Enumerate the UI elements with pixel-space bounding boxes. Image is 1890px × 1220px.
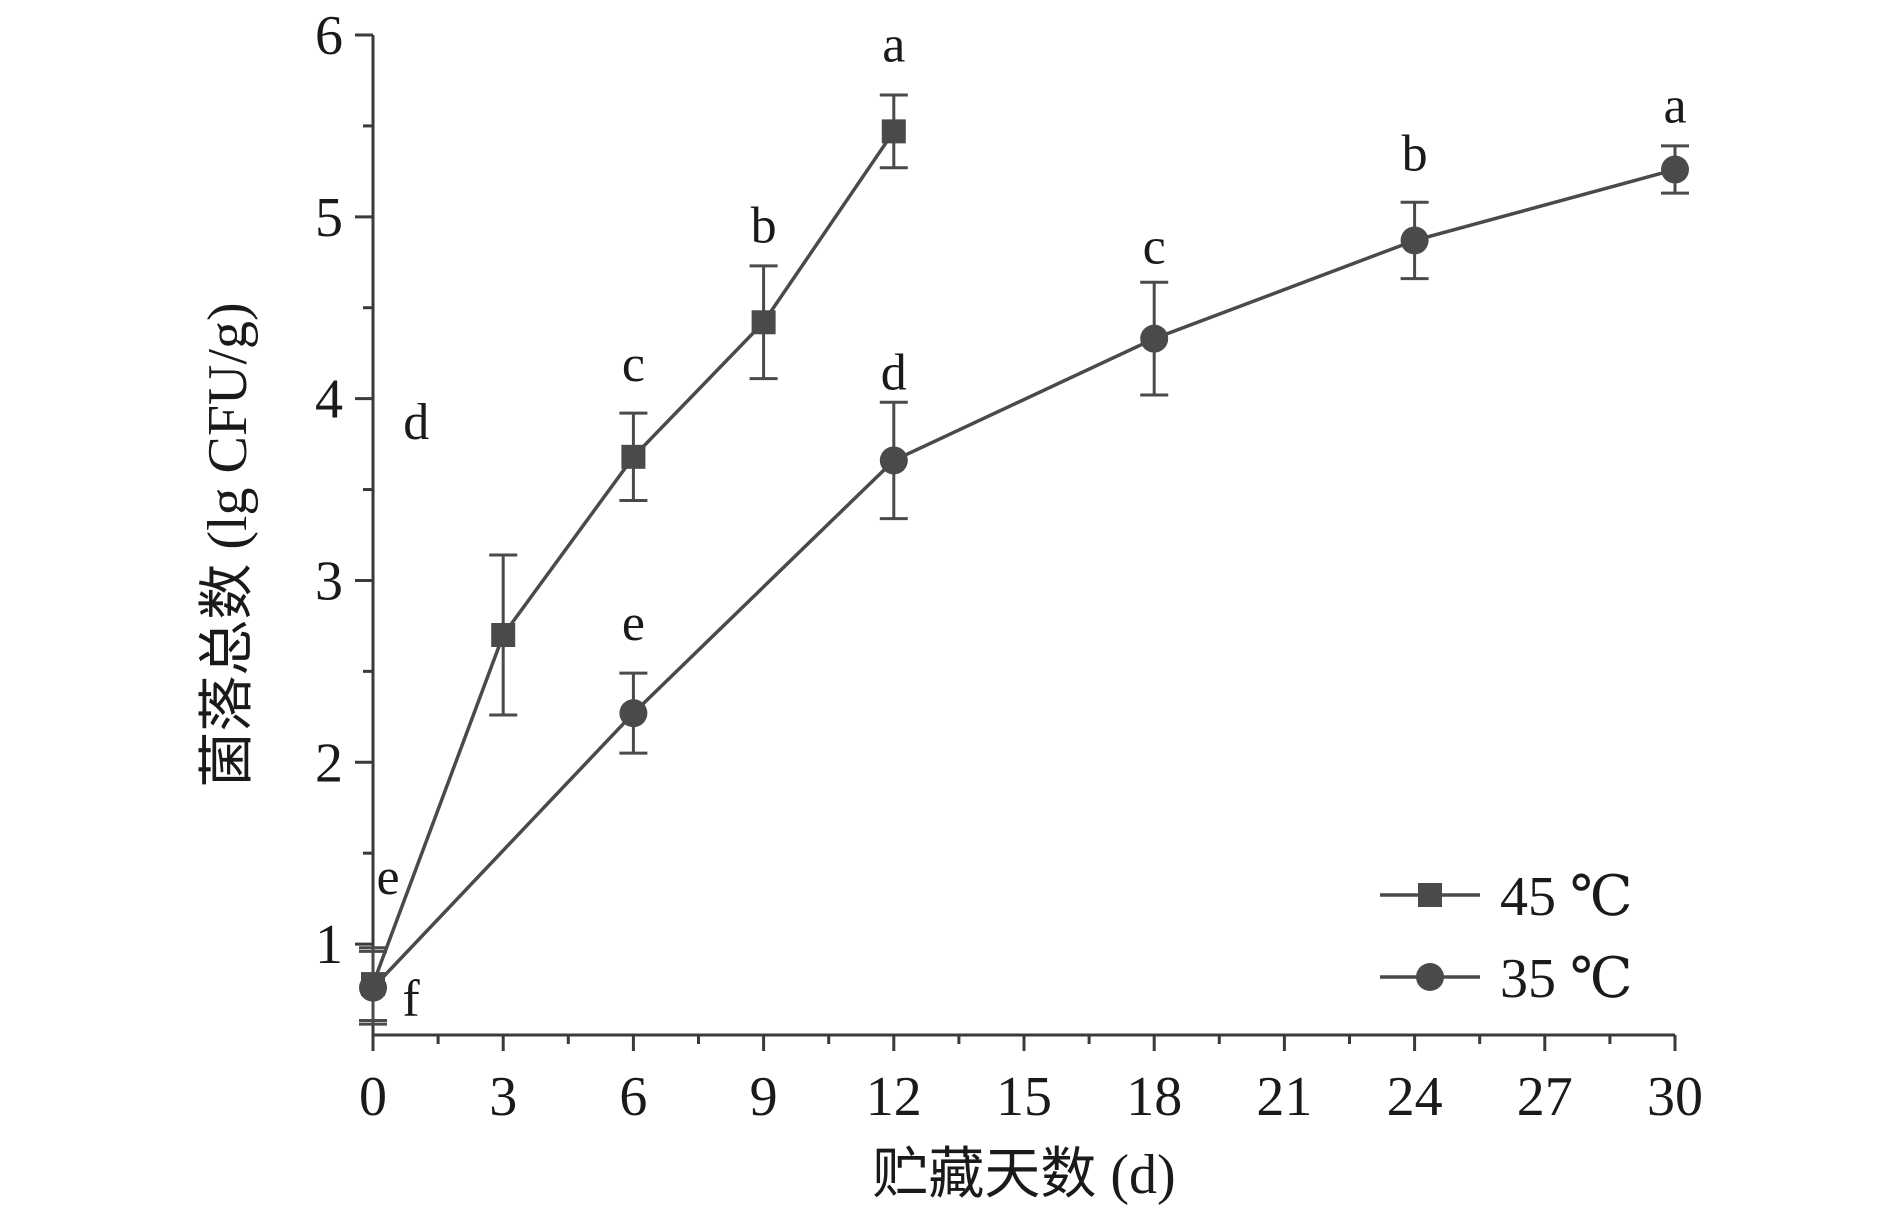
x-axis-title: 贮藏天数 (d) xyxy=(872,1144,1175,1206)
y-tick-label: 3 xyxy=(315,550,343,612)
x-tick-label: 15 xyxy=(996,1066,1052,1128)
x-tick-label: 6 xyxy=(619,1066,647,1128)
legend: 45 ℃ 35 ℃ xyxy=(1380,866,1633,1010)
legend-marker xyxy=(1418,883,1442,907)
significance-label: a xyxy=(882,16,905,73)
x-axis-ticks: 0 3 6 9 12 15 18 21 24 27 30 xyxy=(359,1035,1703,1128)
series-line xyxy=(371,130,896,985)
significance-label: c xyxy=(622,336,645,393)
legend-marker xyxy=(1416,963,1444,991)
significance-label: b xyxy=(751,197,777,254)
y-tick-label: 5 xyxy=(315,187,343,249)
legend-item: 45 ℃ xyxy=(1380,866,1633,928)
x-tick-label: 12 xyxy=(866,1066,922,1128)
data-point xyxy=(619,699,648,728)
significance-label: a xyxy=(1663,78,1686,135)
legend-label: 45 ℃ xyxy=(1500,866,1633,928)
legend-item: 35 ℃ xyxy=(1380,948,1633,1010)
significance-label: c xyxy=(1143,219,1166,276)
x-tick-label: 21 xyxy=(1256,1066,1312,1128)
data-point xyxy=(1140,324,1169,353)
data-point xyxy=(491,623,516,647)
data-point xyxy=(359,973,387,1002)
series-square: e d c b a xyxy=(359,16,908,1022)
x-tick-label: 24 xyxy=(1387,1066,1443,1128)
y-tick-label: 1 xyxy=(315,914,343,976)
axes xyxy=(371,35,1675,1037)
series-circle: f e d c b a xyxy=(359,78,1689,1028)
x-tick-label: 3 xyxy=(489,1066,517,1128)
x-tick-label: 27 xyxy=(1517,1066,1573,1128)
x-tick-label: 0 xyxy=(359,1066,387,1128)
data-point xyxy=(621,444,646,469)
data-point xyxy=(1661,155,1689,184)
significance-label: e xyxy=(622,595,645,652)
significance-label: e xyxy=(376,849,399,906)
data-point xyxy=(751,310,776,335)
significance-label: f xyxy=(402,971,420,1028)
series-line xyxy=(371,167,1676,989)
legend-label: 35 ℃ xyxy=(1500,948,1633,1010)
significance-label: d xyxy=(403,394,429,451)
data-point xyxy=(881,119,906,144)
y-axis-title: 菌落总数 (lg CFU/g) xyxy=(197,302,259,787)
x-tick-label: 18 xyxy=(1126,1066,1182,1128)
x-tick-label: 30 xyxy=(1647,1066,1703,1128)
significance-label: d xyxy=(881,344,907,401)
y-tick-label: 4 xyxy=(315,369,343,431)
plot-series: e d c b a f e d c b a xyxy=(359,16,1689,1028)
significance-label: b xyxy=(1402,125,1428,182)
y-tick-label: 2 xyxy=(315,732,343,794)
y-tick-label: 6 xyxy=(315,5,343,67)
data-point xyxy=(1400,226,1429,255)
y-axis-ticks: 1 2 3 4 5 6 xyxy=(315,5,373,976)
x-tick-label: 9 xyxy=(750,1066,778,1128)
data-point xyxy=(879,446,908,475)
